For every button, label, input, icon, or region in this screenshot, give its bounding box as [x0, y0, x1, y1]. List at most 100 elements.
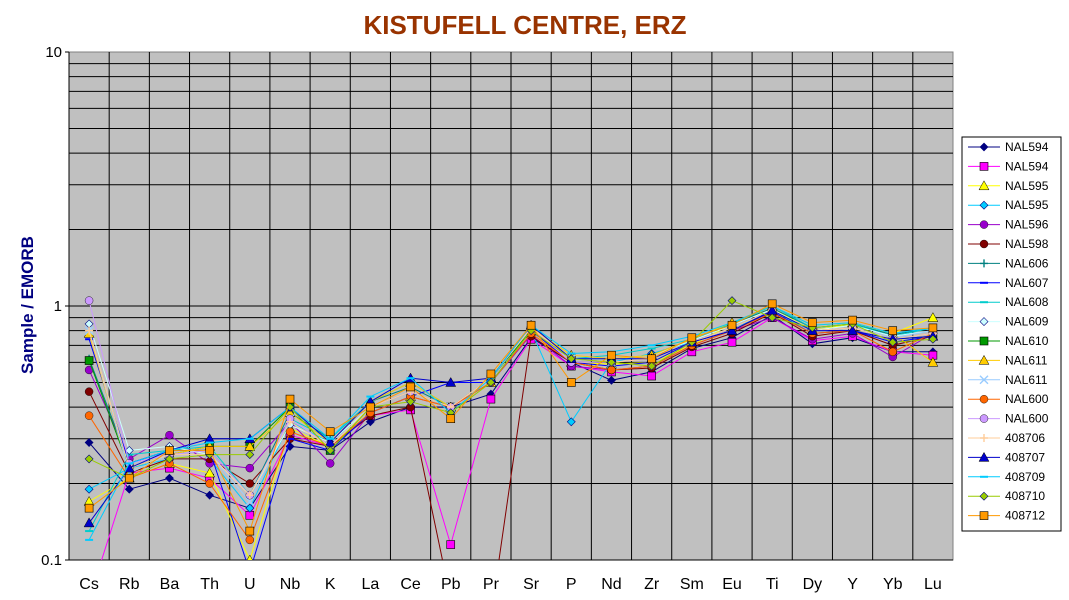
- data-point: [84, 387, 94, 396]
- legend-item: NAL595: [968, 179, 1049, 193]
- data-point: [888, 337, 898, 347]
- legend-label: NAL594: [1005, 140, 1049, 154]
- data-point: [979, 336, 989, 346]
- data-point: [366, 402, 375, 412]
- data-point: [979, 375, 989, 385]
- data-point: [978, 180, 990, 191]
- legend-label: NAL595: [1005, 198, 1049, 212]
- data-point: [727, 320, 737, 330]
- data-point: [979, 491, 989, 501]
- data-point: [205, 479, 214, 488]
- legend-label: 408707: [1005, 450, 1045, 464]
- data-point: [767, 299, 777, 309]
- data-point: [124, 484, 134, 494]
- series-line: [88, 300, 933, 479]
- legend-item: NAL607: [968, 276, 1049, 290]
- data-point: [808, 318, 817, 327]
- data-point: [84, 454, 94, 464]
- data-point: [607, 375, 616, 385]
- legend-item: NAL611: [968, 373, 1048, 387]
- legend-item: 408706: [968, 431, 1045, 445]
- x-tick-label: Rb: [119, 576, 140, 593]
- y-tick-label: 10: [45, 44, 62, 61]
- legend-item: NAL600: [968, 412, 1049, 426]
- data-point: [205, 446, 214, 455]
- legend-label: NAL600: [1005, 392, 1049, 406]
- legend-label: NAL608: [1005, 295, 1049, 309]
- legend-item: NAL608: [968, 295, 1049, 309]
- data-point: [165, 430, 174, 440]
- data-point: [726, 325, 738, 335]
- legend-item: NAL606: [968, 256, 1049, 270]
- legend-label: 408712: [1005, 509, 1045, 523]
- x-tick-label: La: [361, 576, 379, 593]
- data-point: [566, 417, 576, 427]
- series-line: [88, 305, 933, 541]
- series-line: [101, 317, 933, 560]
- data-point: [486, 369, 496, 379]
- x-tick-label: Pb: [441, 576, 461, 593]
- data-point: [888, 347, 897, 357]
- data-point: [979, 511, 989, 520]
- x-tick-label: U: [244, 576, 256, 593]
- x-tick-label: Nb: [280, 576, 301, 593]
- legend-item: NAL594: [968, 159, 1049, 173]
- data-point: [486, 394, 496, 404]
- data-point: [687, 333, 697, 343]
- data-point: [325, 427, 335, 436]
- data-point: [978, 451, 990, 462]
- data-point: [979, 162, 989, 171]
- y-axis-label: Sample / EMORB: [18, 236, 37, 374]
- data-point: [83, 517, 95, 528]
- data-point: [928, 334, 938, 344]
- x-tick-label: Ba: [160, 576, 180, 593]
- legend-label: NAL594: [1005, 159, 1049, 173]
- legend-label: NAL596: [1005, 218, 1049, 232]
- data-point: [165, 473, 174, 483]
- data-point: [245, 535, 255, 545]
- legend-item: NAL596: [968, 218, 1049, 232]
- y-axis-ticks: 0.1 1 10: [41, 44, 69, 569]
- x-tick-label: Yb: [883, 576, 903, 593]
- data-point: [84, 484, 94, 494]
- data-point: [607, 350, 616, 360]
- legend-item: NAL610: [968, 334, 1049, 348]
- series-lines: [83, 296, 939, 560]
- x-tick-label: Cs: [79, 576, 99, 593]
- legend-item: 408712: [968, 509, 1045, 523]
- data-point: [245, 503, 255, 513]
- data-point: [647, 371, 656, 381]
- data-point: [566, 354, 576, 364]
- data-point: [84, 296, 94, 305]
- data-point: [727, 337, 737, 347]
- x-tick-label: Ti: [766, 576, 779, 593]
- data-point: [727, 296, 737, 306]
- data-point: [205, 490, 215, 500]
- data-point: [124, 446, 134, 455]
- data-point: [204, 467, 216, 478]
- data-point: [928, 323, 938, 333]
- legend-item: NAL595: [968, 198, 1049, 212]
- data-point: [124, 473, 134, 483]
- data-point: [406, 382, 415, 392]
- data-point: [245, 479, 255, 488]
- y-tick-label: 0.1: [41, 552, 62, 569]
- legend-label: NAL611: [1005, 353, 1048, 367]
- x-tick-label: K: [325, 576, 336, 593]
- x-axis-ticks: Cs Rb Ba Th U Nb K La Ce Pb Pr Sr P Nd Zr Sm Eu Ti Dy Y Yb Lu: [79, 576, 941, 593]
- legend: NAL594 NAL594 NAL595 NAL595 NAL596 NAL598 NAL6…: [961, 136, 1062, 532]
- data-point: [245, 526, 255, 536]
- legend-label: NAL595: [1005, 179, 1049, 193]
- data-point: [566, 378, 576, 387]
- data-point: [980, 434, 988, 442]
- data-point: [445, 376, 457, 387]
- x-tick-label: Lu: [924, 576, 942, 593]
- legend-label: NAL607: [1005, 276, 1049, 290]
- data-point: [446, 414, 456, 423]
- x-tick-label: Ce: [400, 576, 421, 593]
- legend-label: 408706: [1005, 431, 1045, 445]
- data-point: [245, 450, 255, 460]
- data-point: [927, 312, 939, 322]
- legend-item: 408709: [968, 470, 1045, 484]
